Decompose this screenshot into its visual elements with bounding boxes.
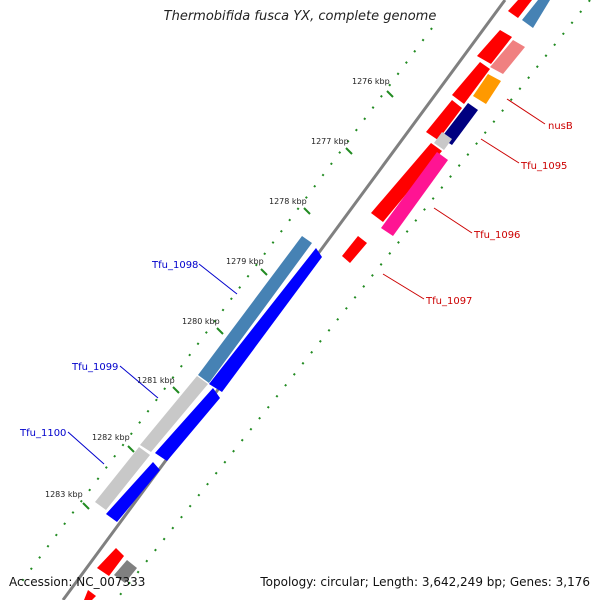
tick-marks <box>82 90 394 510</box>
gene-red-mid <box>452 62 490 104</box>
gene-tfu-1096-pink[interactable] <box>381 152 448 236</box>
gene-salmon <box>490 40 525 74</box>
reverse-strand-features <box>342 0 550 263</box>
gene-red-long <box>371 143 442 222</box>
tick-mark <box>303 207 311 215</box>
gene-top-red-2 <box>477 30 512 64</box>
gene-gray-segment-2 <box>95 447 150 510</box>
tick-labels: 1276 kbp 1277 kbp 1278 kbp 1279 kbp 1280 kbp… <box>45 77 390 499</box>
gene-label-tfu-1098[interactable]: Tfu_1098 <box>151 260 198 271</box>
gene-nusb-orange[interactable] <box>473 74 501 104</box>
gene-gray-segment-1 <box>140 376 208 452</box>
tick-label: 1276 kbp <box>352 77 390 86</box>
gene-red-2 <box>426 100 462 140</box>
tick-label: 1282 kbp <box>92 433 130 442</box>
tick-mark <box>216 327 224 335</box>
tick-lane-outer <box>19 27 433 585</box>
gene-tfu-1095-navy[interactable] <box>441 103 478 145</box>
gene-top-red-1 <box>508 0 532 18</box>
gene-bottom-gray <box>114 560 137 583</box>
gene-label-tfu-1096[interactable]: Tfu_1096 <box>473 230 520 241</box>
tick-mark <box>82 502 90 510</box>
gene-label-tfu-1099[interactable]: Tfu_1099 <box>71 362 118 373</box>
tick-mark <box>260 268 268 276</box>
tick-label: 1277 kbp <box>311 137 349 146</box>
gene-gray-small <box>434 132 452 150</box>
tick-label: 1279 kbp <box>226 257 264 266</box>
map-title: Thermobifida fusca YX, complete genome <box>163 9 437 24</box>
tick-label: 1278 kbp <box>269 197 307 206</box>
tick-label: 1280 kbp <box>182 317 220 326</box>
tick-mark <box>345 147 353 155</box>
gene-tfu-1099-blue[interactable] <box>155 388 220 461</box>
tick-mark <box>127 445 135 453</box>
gene-label-tfu-1100[interactable]: Tfu_1100 <box>19 428 66 439</box>
gene-bottom-red <box>97 548 124 576</box>
tick-mark <box>386 90 394 98</box>
forward-strand-features <box>84 236 322 600</box>
gene-label-tfu-1097[interactable]: Tfu_1097 <box>425 296 472 307</box>
genome-summary-text: Topology: circular; Length: 3,642,249 bp… <box>260 575 590 589</box>
tick-label: 1281 kbp <box>137 376 175 385</box>
gene-label-tfu-1095[interactable]: Tfu_1095 <box>520 161 567 172</box>
tick-mark <box>172 386 180 394</box>
gene-tfu-1098-blue[interactable] <box>209 248 322 392</box>
gene-tfu-1100-blue[interactable] <box>106 462 160 522</box>
accession-text: Accession: NC_007333 <box>9 575 146 589</box>
leader-lines <box>67 98 546 465</box>
gene-tfu-1097-red[interactable] <box>342 236 367 263</box>
gene-tfu-1098-steelblue[interactable] <box>198 236 312 383</box>
tick-lane-inner <box>115 0 591 600</box>
gene-bottom-red-2 <box>84 590 96 600</box>
gene-top-steelblue <box>522 0 550 28</box>
tick-label: 1283 kbp <box>45 490 83 499</box>
gene-label-nusb[interactable]: nusB <box>548 121 573 132</box>
